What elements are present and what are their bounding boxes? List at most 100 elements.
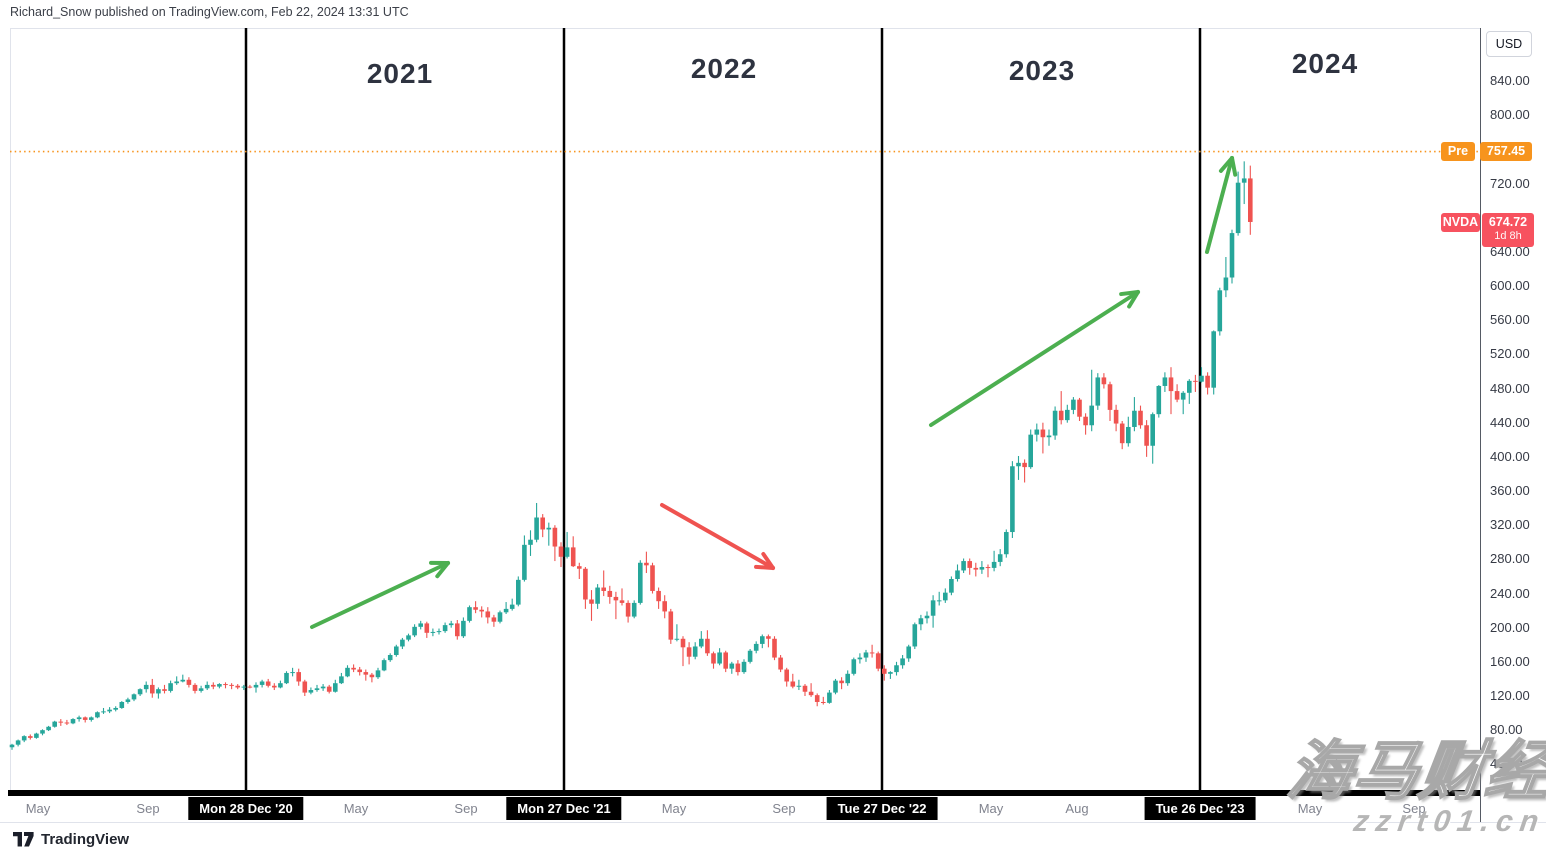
year-label-2022: 2022	[691, 53, 757, 85]
candle-body	[394, 646, 399, 655]
candle-body	[1028, 435, 1033, 467]
candle-body	[364, 672, 369, 675]
candle-body	[431, 632, 436, 633]
candle-body	[614, 597, 619, 600]
candle-body	[461, 621, 466, 636]
year-label-2021: 2021	[367, 58, 433, 90]
candle-body	[906, 646, 911, 658]
candle-body	[522, 545, 527, 580]
candle-body	[1004, 532, 1009, 554]
candle-body	[492, 617, 497, 621]
candle-body	[1157, 386, 1162, 414]
candle-body	[711, 653, 716, 663]
candle-body	[986, 567, 991, 568]
candle-body	[766, 636, 771, 639]
date-badge: Tue 26 Dec '23	[1145, 797, 1256, 820]
candle-body	[528, 540, 533, 545]
candle-body	[583, 569, 588, 600]
candle-body	[1211, 331, 1216, 387]
candle-body	[321, 687, 326, 689]
time-axis-label: Sep	[772, 796, 795, 821]
candle-body	[754, 644, 759, 651]
candle-body	[571, 547, 576, 566]
currency-unit-button[interactable]: USD	[1486, 31, 1532, 57]
premarket-price-value: 757.45	[1480, 142, 1532, 161]
candlestick-series	[10, 161, 1253, 749]
time-axis-label: Sep	[454, 796, 477, 821]
price-tick-label: 560.00	[1490, 312, 1530, 328]
candle-body	[1077, 400, 1082, 417]
candle-body	[449, 623, 454, 625]
candle-body	[229, 685, 234, 686]
candle-body	[784, 670, 789, 682]
candle-body	[22, 736, 27, 740]
candle-body	[272, 686, 277, 688]
year-label-2024: 2024	[1292, 48, 1358, 80]
candle-body	[400, 640, 405, 647]
candle-body	[577, 566, 582, 569]
time-axis-label: May	[979, 796, 1004, 821]
candle-body	[662, 601, 667, 611]
candle-body	[333, 683, 338, 692]
candle-body	[89, 717, 94, 720]
candle-body	[803, 686, 808, 692]
candle-body	[1010, 466, 1015, 532]
candle-body	[589, 599, 594, 603]
candle-body	[138, 689, 143, 694]
bar-countdown: 1d 8h	[1482, 229, 1534, 243]
candle-body	[687, 647, 692, 656]
candle-body	[52, 722, 57, 727]
candle-body	[205, 685, 210, 688]
price-tick-label: 600.00	[1490, 278, 1530, 294]
candle-body	[876, 653, 881, 668]
candle-body	[376, 670, 381, 677]
candle-body	[565, 547, 570, 556]
candle-body	[498, 612, 503, 621]
candle-body	[626, 603, 631, 617]
candle-body	[919, 618, 924, 624]
candle-body	[174, 681, 179, 683]
candle-body	[83, 717, 88, 720]
trend-arrow-red	[662, 505, 773, 568]
candle-body	[327, 687, 332, 692]
tradingview-attribution-link[interactable]: TradingView	[13, 831, 129, 848]
candle-body	[1102, 377, 1107, 384]
candle-body	[357, 670, 362, 673]
candle-body	[296, 672, 301, 681]
candle-body	[254, 685, 259, 688]
date-badge: Mon 28 Dec '20	[188, 797, 303, 820]
candle-body	[412, 627, 417, 636]
candle-body	[1096, 377, 1101, 405]
candle-body	[284, 673, 289, 683]
candle-body	[510, 605, 515, 609]
price-tick-label: 720.00	[1490, 176, 1530, 192]
candle-body	[455, 623, 460, 636]
trend-arrow-green	[931, 292, 1138, 425]
candle-body	[949, 579, 954, 593]
candle-body	[943, 593, 948, 601]
year-label-2023: 2023	[1009, 55, 1075, 87]
candle-body	[1163, 377, 1168, 386]
candle-body	[46, 727, 51, 730]
candle-body	[370, 675, 375, 678]
candle-body	[967, 561, 972, 568]
candle-body	[223, 684, 228, 685]
candle-body	[1132, 411, 1137, 427]
candle-body	[620, 600, 625, 603]
candle-body	[778, 658, 783, 670]
candle-body	[717, 652, 722, 663]
candle-body	[992, 562, 997, 568]
candle-body	[638, 563, 643, 603]
candle-body	[211, 685, 216, 687]
candle-body	[168, 683, 173, 691]
candle-body	[437, 631, 442, 632]
candle-body	[894, 665, 899, 672]
candle-body	[772, 639, 777, 658]
candle-body	[888, 672, 893, 674]
candle-body	[181, 680, 186, 682]
candle-body	[864, 652, 869, 657]
candle-body	[1138, 411, 1143, 426]
